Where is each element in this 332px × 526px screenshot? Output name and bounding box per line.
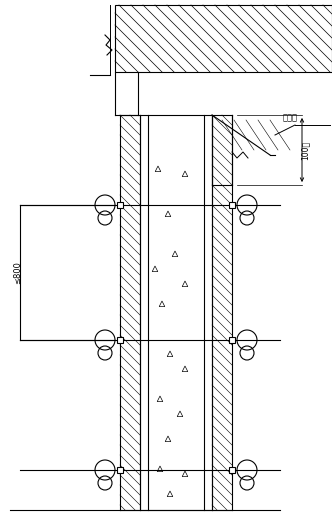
- Bar: [229, 337, 235, 343]
- Text: 进料口: 进料口: [283, 114, 298, 123]
- Bar: [229, 467, 235, 473]
- Bar: [117, 467, 123, 473]
- Bar: [117, 337, 123, 343]
- Bar: [117, 202, 123, 208]
- Bar: [115, 5, 332, 72]
- Text: ≤800: ≤800: [14, 261, 23, 284]
- Bar: [229, 202, 235, 208]
- Text: 100抡: 100抡: [300, 140, 309, 159]
